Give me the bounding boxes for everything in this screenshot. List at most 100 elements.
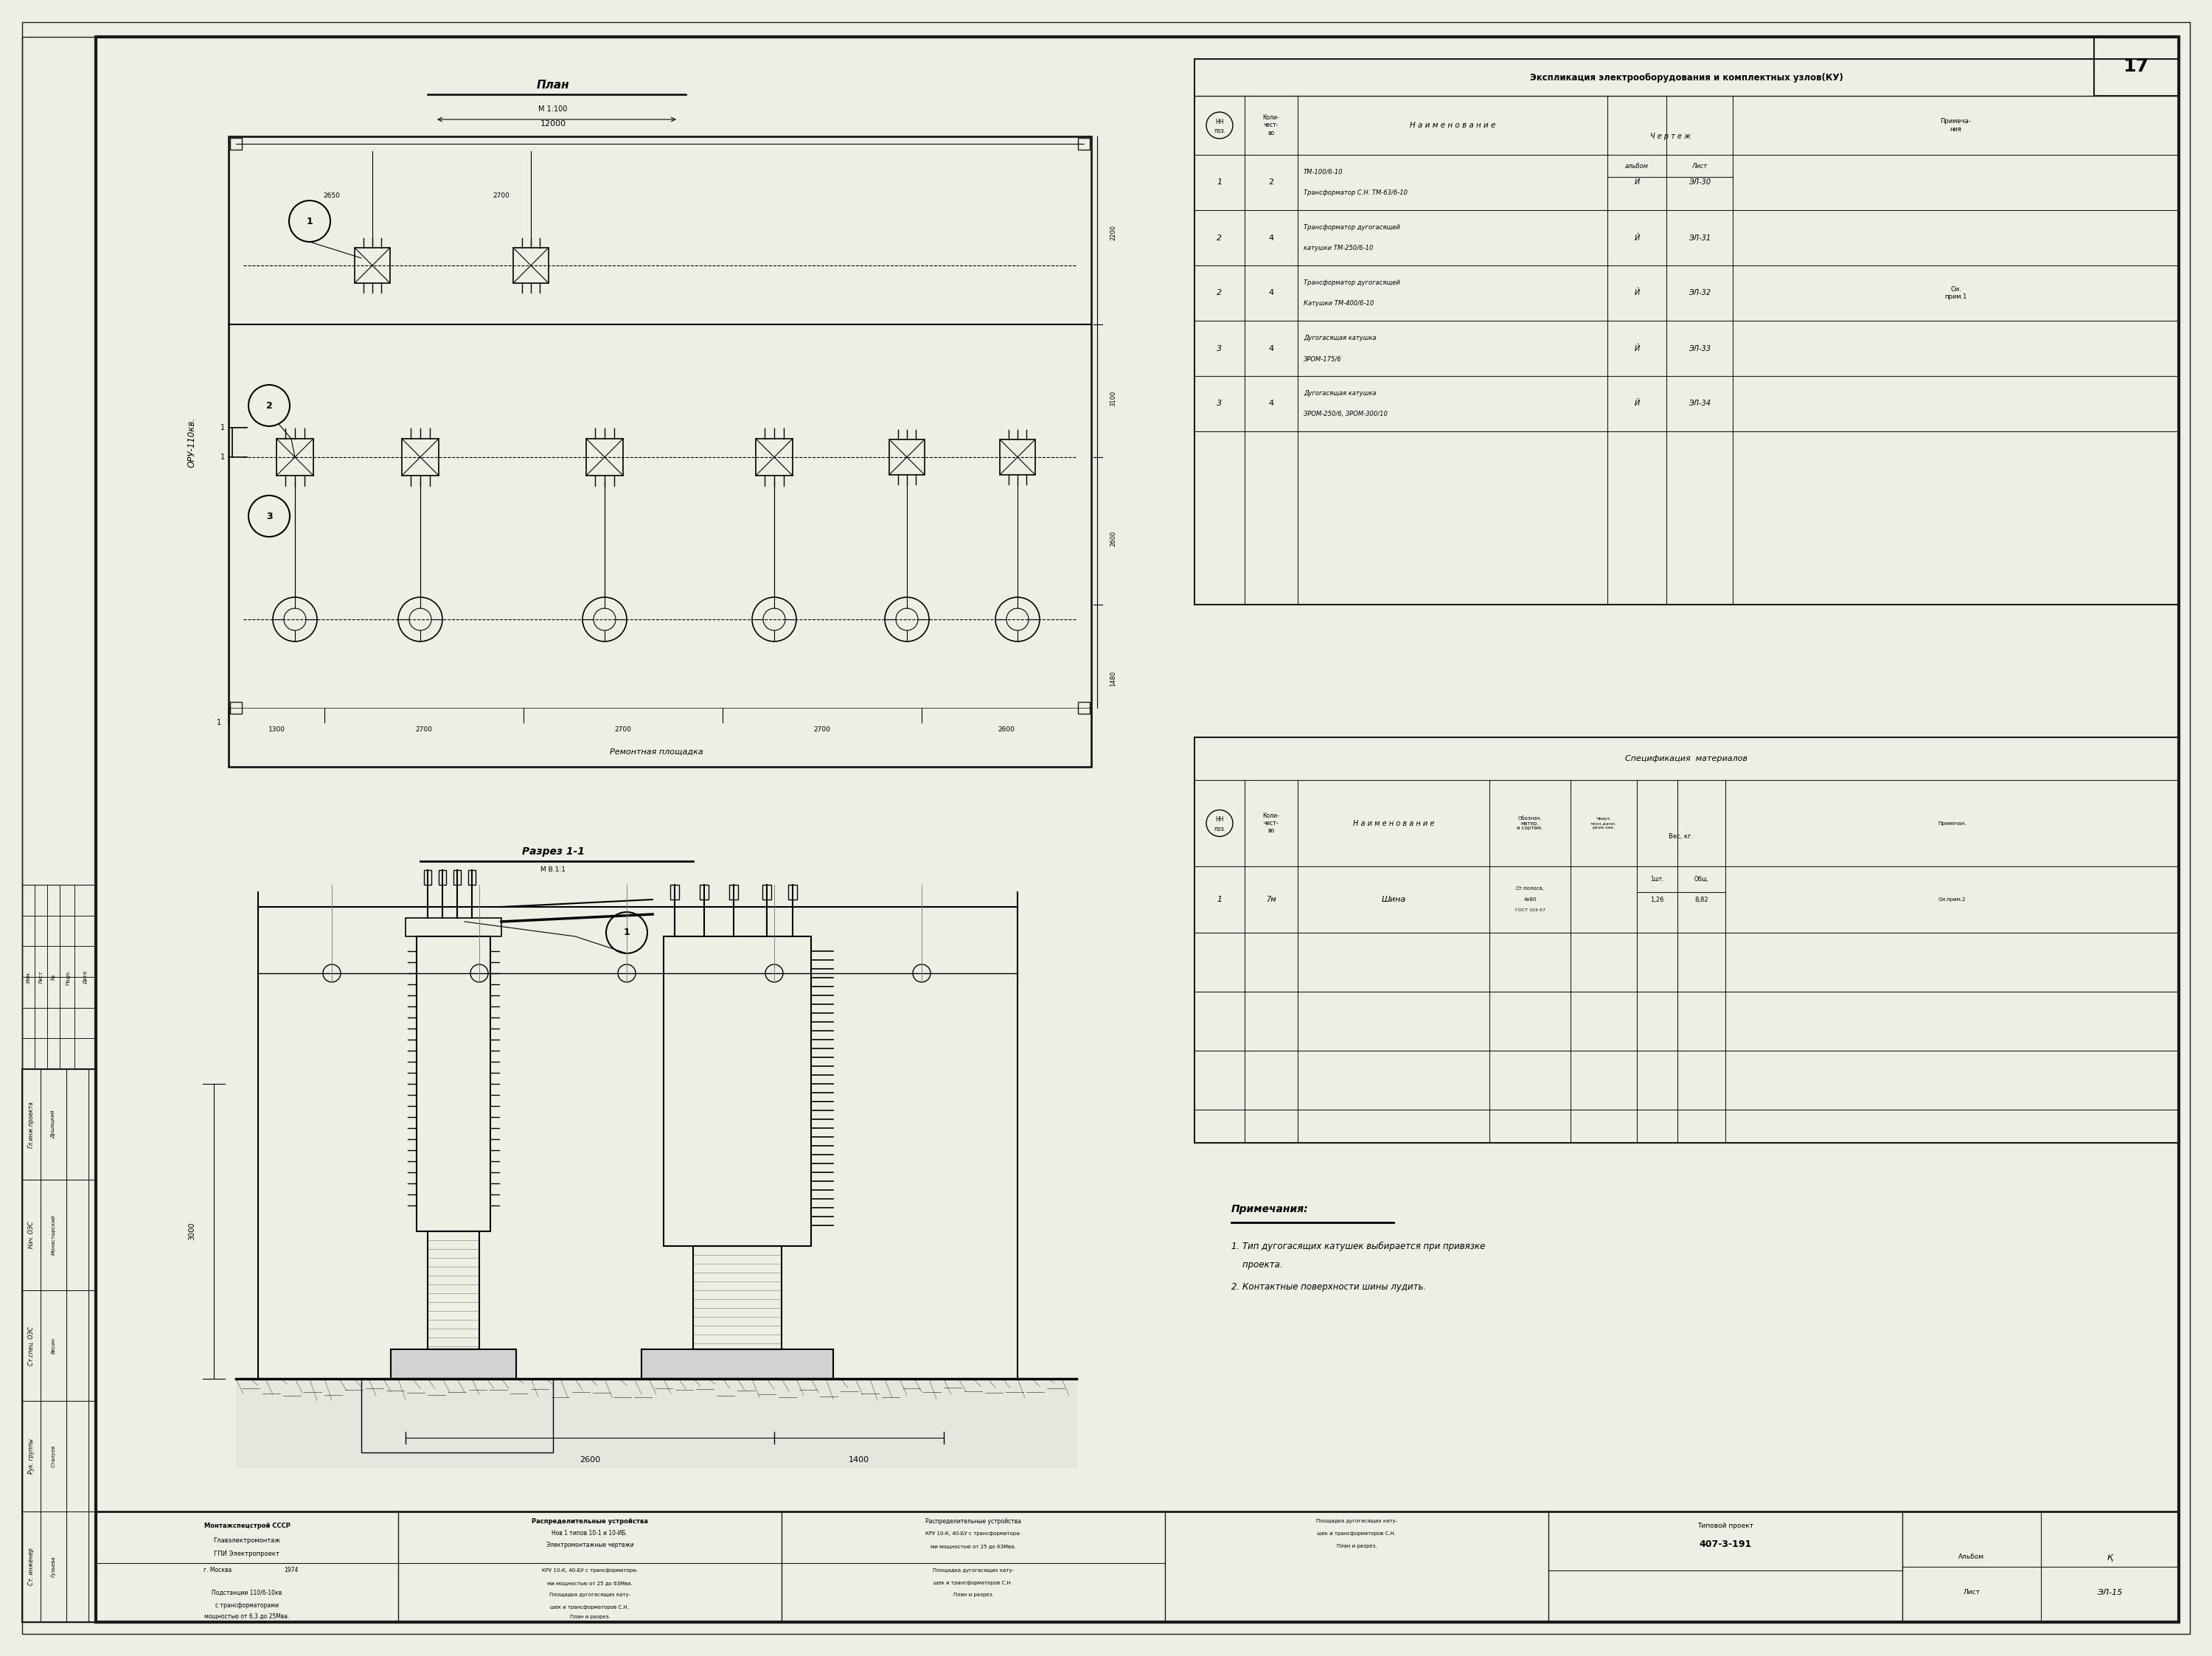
Bar — [22, 1070, 95, 1623]
Text: 1: 1 — [1217, 179, 1223, 185]
Bar — [730, 884, 739, 899]
Text: ЭЛ-34: ЭЛ-34 — [1688, 401, 1710, 407]
Text: ОРУ-110кв.: ОРУ-110кв. — [186, 417, 197, 467]
Text: с трансформаторами: с трансформаторами — [215, 1603, 279, 1610]
Text: 3: 3 — [265, 512, 272, 522]
Text: НН: НН — [1214, 118, 1223, 124]
Text: ЭЛ-33: ЭЛ-33 — [1688, 344, 1710, 353]
Bar — [405, 917, 502, 936]
Text: 1,26: 1,26 — [1650, 896, 1663, 903]
Text: Й: Й — [1635, 344, 1639, 353]
Bar — [664, 936, 812, 1245]
Text: 1: 1 — [624, 927, 630, 937]
Bar — [692, 1245, 781, 1350]
Text: Ремонтная площадка: Ремонтная площадка — [611, 749, 703, 755]
Text: шек и трансформаторов С.Н.: шек и трансформаторов С.Н. — [1318, 1532, 1396, 1535]
Text: Нач. ОЭС: Нач. ОЭС — [29, 1222, 35, 1249]
Text: Й: Й — [1635, 290, 1639, 296]
Bar — [1077, 137, 1091, 149]
Text: Коли-
чест-
во: Коли- чест- во — [1263, 811, 1279, 835]
Text: ГОСТ 103-57: ГОСТ 103-57 — [1515, 909, 1544, 912]
Text: Сталуев: Сталуев — [51, 1446, 55, 1467]
Text: катушки ТМ-250/6-10: катушки ТМ-250/6-10 — [1303, 245, 1374, 252]
Bar — [228, 136, 1091, 767]
Text: Обознач.
матер.
и сортам.: Обознач. матер. и сортам. — [1517, 816, 1544, 831]
Text: Душацкий: Душацкий — [51, 1110, 55, 1139]
Text: 4: 4 — [1267, 290, 1274, 296]
Text: М В.1:1: М В.1:1 — [540, 866, 566, 873]
Bar — [1000, 439, 1035, 475]
Text: Нов 1 типов 10-1 и 10-ИБ.: Нов 1 типов 10-1 и 10-ИБ. — [553, 1530, 628, 1537]
Text: 7м: 7м — [1265, 896, 1276, 903]
Bar — [230, 702, 241, 714]
Text: См.прим.2: См.прим.2 — [1938, 898, 1966, 903]
Text: 8,82: 8,82 — [1694, 896, 1708, 903]
Text: проекта.: проекта. — [1232, 1260, 1283, 1268]
Text: ЭЛ-30: ЭЛ-30 — [1688, 179, 1710, 185]
Text: КРУ 10-К, 40-БУ с трансформатора-: КРУ 10-К, 40-БУ с трансформатора- — [542, 1568, 637, 1573]
Text: Разрез 1-1: Разрез 1-1 — [522, 846, 584, 856]
Text: Ст. инженер: Ст. инженер — [29, 1548, 35, 1585]
Bar — [354, 248, 389, 283]
Text: М 1:100: М 1:100 — [538, 106, 568, 113]
Text: Дата: Дата — [82, 970, 88, 984]
Bar — [361, 1379, 553, 1452]
Text: План и разрез.: План и разрез. — [953, 1593, 993, 1596]
Bar — [1077, 702, 1091, 714]
Text: альбом: альбом — [1626, 162, 1648, 169]
Text: 2700: 2700 — [814, 727, 830, 734]
Text: Дугогасящая катушка: Дугогасящая катушка — [1303, 391, 1376, 397]
Text: Трансформатор дугогасящей: Трансформатор дугогасящей — [1303, 224, 1400, 230]
Bar — [889, 439, 925, 475]
Text: 2700: 2700 — [493, 192, 509, 199]
Text: Н а и м е н о в а н и е: Н а и м е н о в а н и е — [1409, 121, 1495, 129]
Text: шек и трансформаторов С.Н.: шек и трансформаторов С.Н. — [551, 1605, 628, 1610]
Bar — [427, 1232, 480, 1350]
Bar — [425, 869, 431, 884]
Text: 4: 4 — [1267, 233, 1274, 242]
Bar — [787, 884, 796, 899]
Bar — [438, 869, 447, 884]
Bar — [392, 1350, 515, 1379]
Text: Монтажспецстрой СССР: Монтажспецстрой СССР — [204, 1524, 290, 1530]
Text: Ст.спец. ОЭС: Ст.спец. ОЭС — [29, 1326, 35, 1365]
Text: 1: 1 — [307, 217, 312, 225]
Bar — [22, 36, 95, 1623]
Text: Площадка дугогасящих кату-: Площадка дугогасящих кату- — [1316, 1519, 1398, 1524]
Text: Лист: Лист — [38, 970, 44, 984]
Text: Рук. группы: Рук. группы — [29, 1439, 35, 1474]
Text: 1480: 1480 — [1110, 671, 1117, 686]
Text: Вес, кг.: Вес, кг. — [1668, 833, 1694, 840]
Bar — [1194, 737, 2179, 1143]
Text: ми мощностью от 25 до 63Мва.: ми мощностью от 25 до 63Мва. — [931, 1543, 1015, 1548]
Bar — [230, 137, 241, 149]
Text: Типовой проект: Типовой проект — [1697, 1524, 1754, 1530]
Text: Подп.: Подп. — [64, 969, 69, 985]
Text: 3000: 3000 — [188, 1222, 195, 1240]
Text: ТМ-100/6-10: ТМ-100/6-10 — [1303, 169, 1343, 176]
Text: Площадка дугогасящих кату-: Площадка дугогасящих кату- — [549, 1593, 630, 1596]
Text: См.
прим.1: См. прим.1 — [1944, 286, 1966, 300]
Text: Катушки ТМ-400/6-10: Катушки ТМ-400/6-10 — [1303, 300, 1374, 306]
Text: 1300: 1300 — [268, 727, 285, 734]
Text: Трансформатор дугогасящей: Трансформатор дугогасящей — [1303, 280, 1400, 286]
Text: Общ.: Общ. — [1694, 876, 1710, 883]
Text: 4х80: 4х80 — [1524, 898, 1537, 903]
Text: 2200: 2200 — [1110, 225, 1117, 240]
Text: Площадка дугогасящих кату-: Площадка дугогасящих кату- — [933, 1568, 1013, 1573]
Text: поз.: поз. — [1214, 128, 1225, 134]
Text: 4: 4 — [1267, 344, 1274, 353]
Text: поз.: поз. — [1214, 826, 1225, 833]
Text: 1: 1 — [217, 719, 221, 727]
Text: Лист: Лист — [1692, 162, 1708, 169]
Text: 2: 2 — [1217, 290, 1223, 296]
Text: шек и трансформаторов С.Н.: шек и трансформаторов С.Н. — [933, 1581, 1013, 1585]
Bar — [513, 248, 549, 283]
Text: 2600: 2600 — [580, 1456, 599, 1464]
Text: Лист: Лист — [1962, 1590, 1980, 1596]
Text: Трансформатор С.Н. ТМ-63/6-10: Трансформатор С.Н. ТМ-63/6-10 — [1303, 189, 1407, 195]
Text: ЭЛ-32: ЭЛ-32 — [1688, 290, 1710, 296]
Bar — [1194, 60, 2179, 604]
Text: Коли-
чест-
во: Коли- чест- во — [1263, 114, 1279, 136]
Text: Дугогасящая катушка: Дугогасящая катушка — [1303, 335, 1376, 341]
